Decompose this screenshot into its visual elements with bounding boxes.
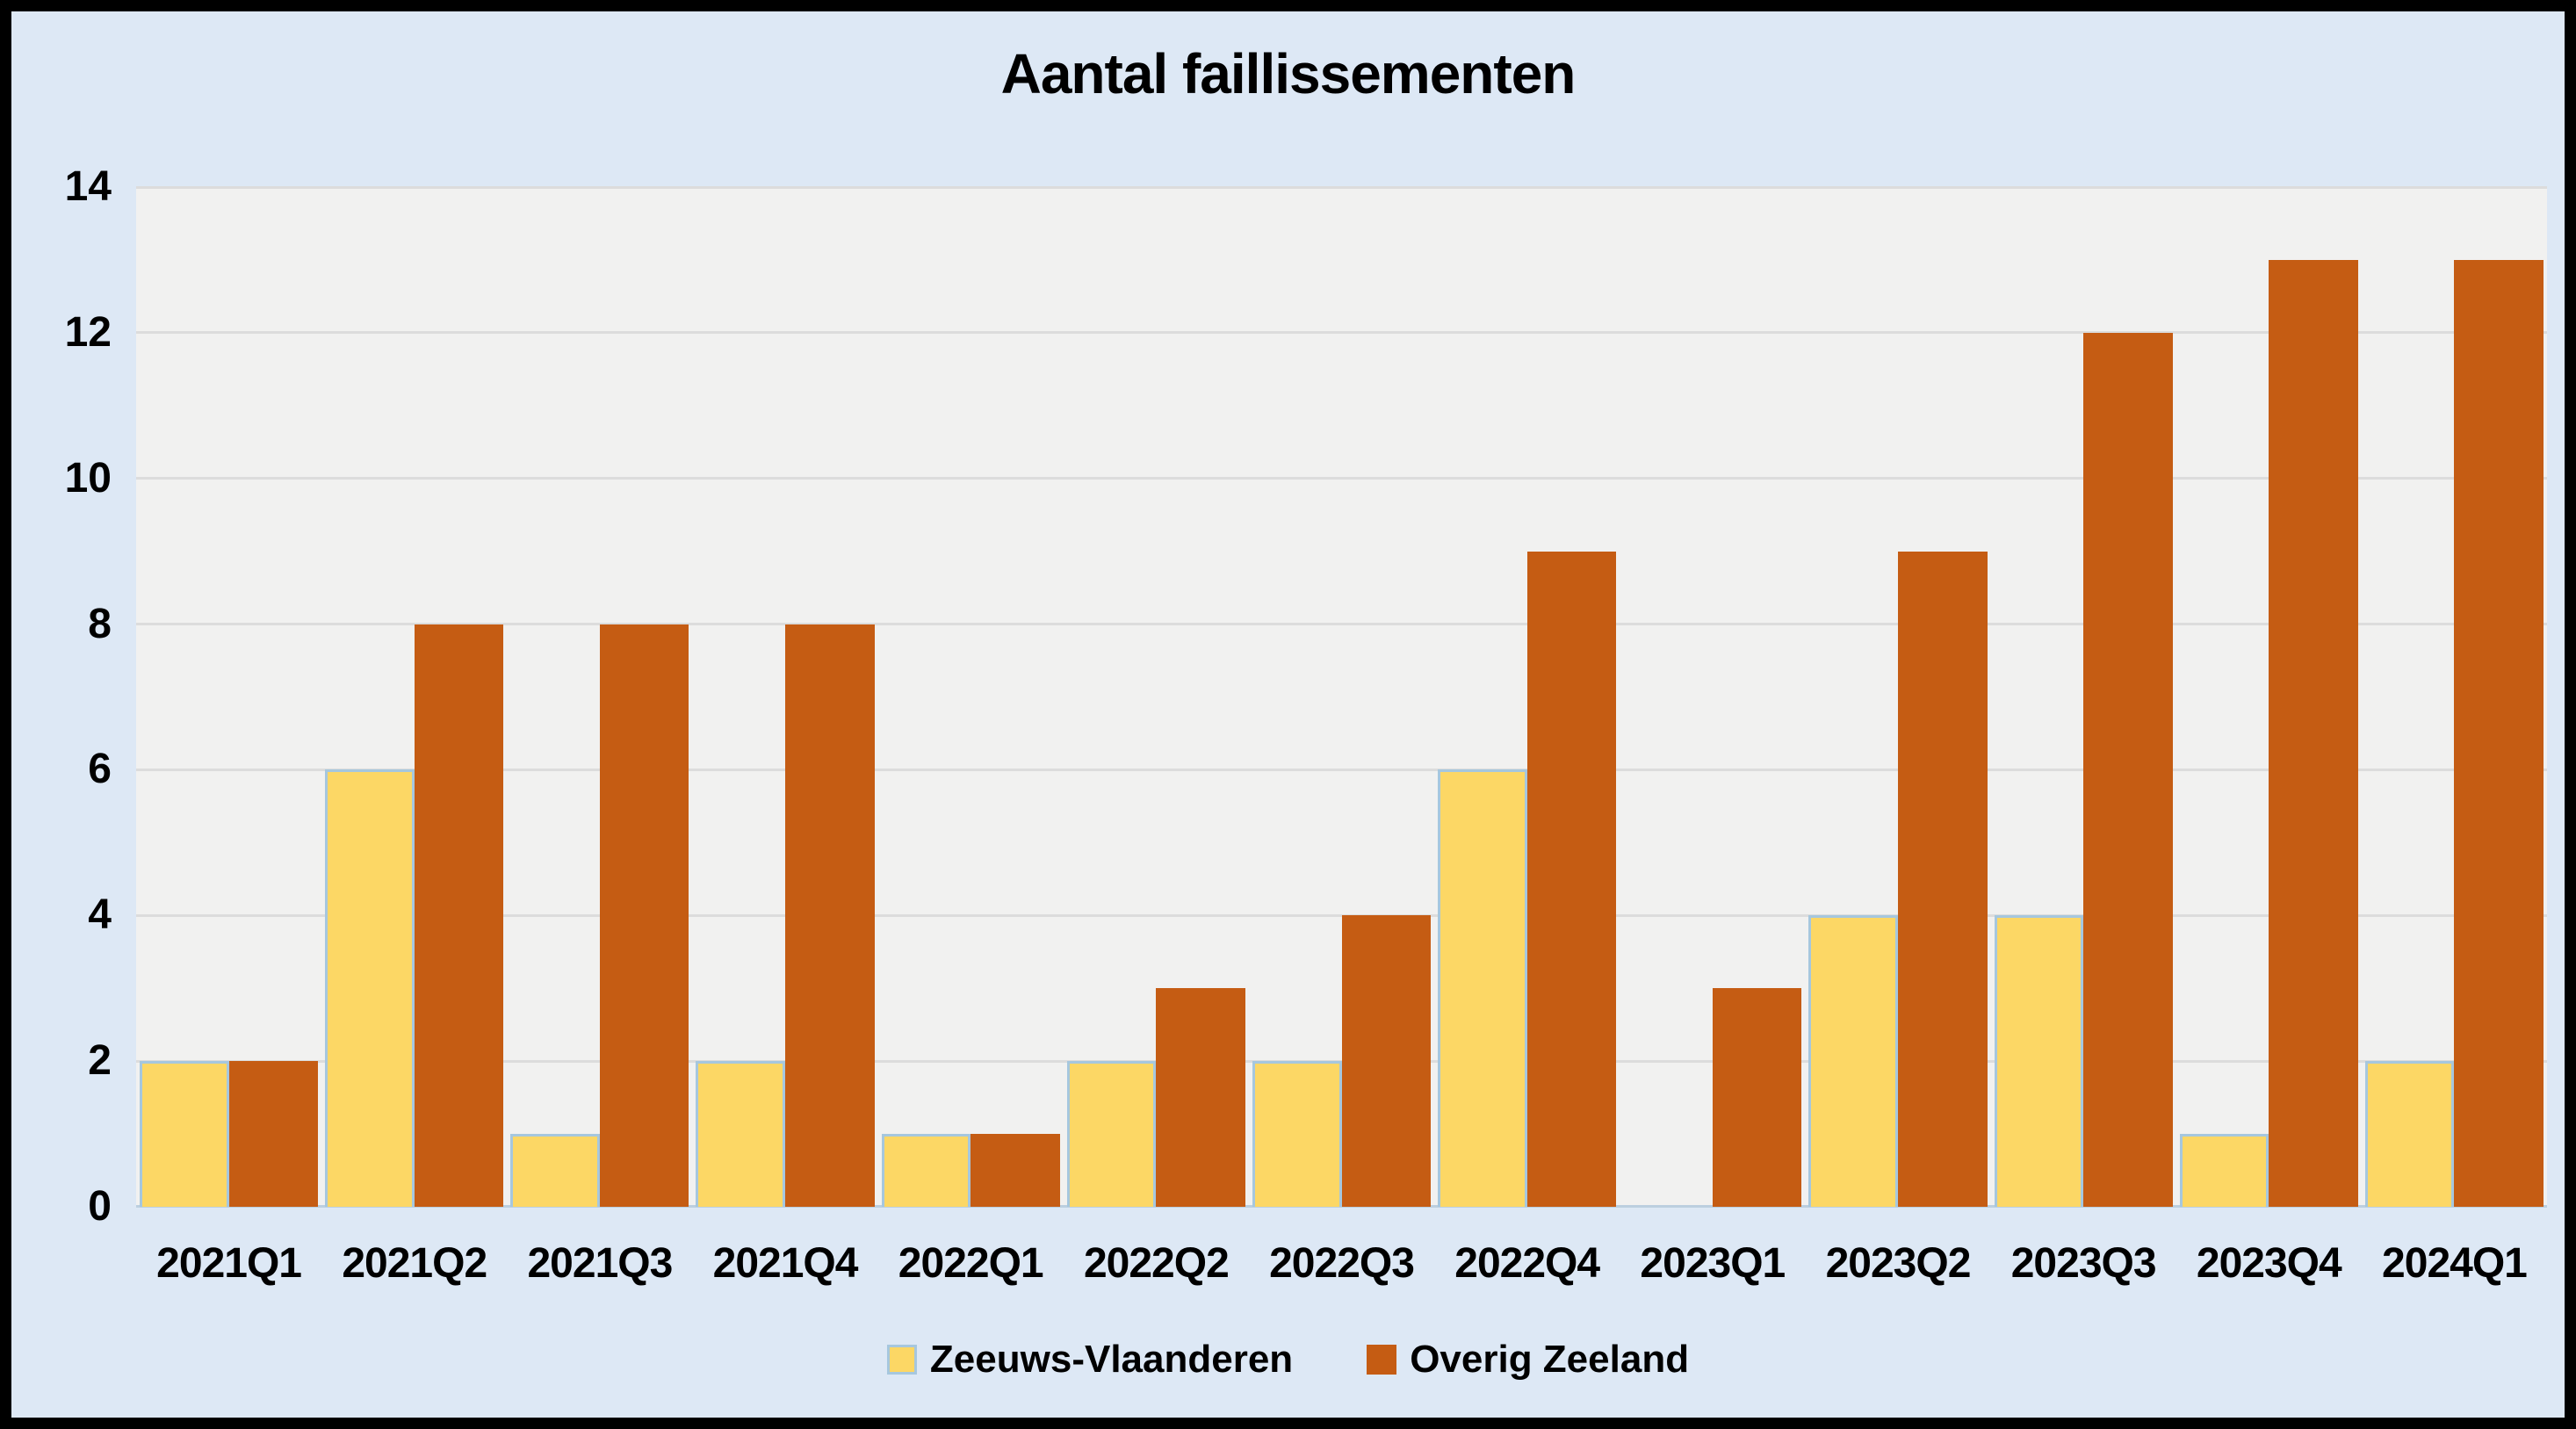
y-tick-label: 6: [88, 746, 112, 793]
bar-group: [692, 187, 877, 1207]
y-tick-label: 12: [64, 308, 112, 356]
x-tick-label: 2024Q1: [2382, 1240, 2528, 1287]
gridline: [136, 185, 2547, 189]
legend-label: Zeeuws-Vlaanderen: [929, 1338, 1294, 1381]
x-tick-label: 2022Q4: [1454, 1240, 1600, 1287]
x-tick-label: 2021Q3: [527, 1240, 673, 1287]
x-tick-label: 2023Q1: [1640, 1240, 1786, 1287]
plot-area: [136, 185, 2547, 1208]
x-tick-label: 2023Q4: [2196, 1240, 2342, 1287]
x-tick-label: 2022Q1: [898, 1240, 1044, 1287]
bar-zeeuws-vlaanderen: [1994, 915, 2084, 1207]
bar-zeeuws-vlaanderen: [1066, 1061, 1157, 1207]
bar-group: [1620, 187, 1805, 1207]
bar-group: [1064, 187, 1249, 1207]
bar-overig-zeeland: [1156, 988, 1245, 1207]
bar-overig-zeeland: [971, 1134, 1060, 1207]
y-tick-label: 2: [88, 1037, 112, 1085]
y-axis: 0 2 4 6 8 10 12 14: [11, 166, 112, 1228]
y-tick-label: 10: [64, 454, 112, 502]
x-axis: 2021Q1 2021Q2 2021Q3 2021Q4 2022Q1 2022Q2 2022…: [136, 1239, 2547, 1288]
x-tick-label: 2023Q3: [2010, 1240, 2157, 1287]
bar-group: [2176, 187, 2362, 1207]
bar-overig-zeeland: [2269, 259, 2358, 1207]
gridline: [136, 331, 2547, 335]
bar-group: [878, 187, 1064, 1207]
bar-zeeuws-vlaanderen: [325, 769, 415, 1207]
bar-group: [1249, 187, 1434, 1207]
y-tick-label: 14: [64, 163, 112, 210]
x-tick-label: 2023Q2: [1825, 1240, 1972, 1287]
gridline: [136, 477, 2547, 480]
bar-overig-zeeland: [2454, 259, 2544, 1207]
bar-series-container: [136, 187, 2547, 1207]
bar-group: [2362, 187, 2547, 1207]
legend-swatch-icon: [886, 1345, 917, 1375]
bar-overig-zeeland: [599, 624, 689, 1207]
gridline: [136, 913, 2547, 917]
bar-group: [321, 187, 507, 1207]
y-tick-label: 0: [88, 1183, 112, 1230]
bar-overig-zeeland: [228, 1061, 319, 1207]
bar-overig-zeeland: [1341, 915, 1432, 1207]
bar-overig-zeeland: [414, 624, 504, 1207]
bar-zeeuws-vlaanderen: [140, 1061, 229, 1207]
bar-zeeuws-vlaanderen: [2364, 1061, 2455, 1207]
bar-overig-zeeland: [1526, 551, 1617, 1207]
bar-zeeuws-vlaanderen: [881, 1134, 971, 1207]
bar-zeeuws-vlaanderen: [1808, 915, 1898, 1207]
x-tick-label: 2021Q2: [342, 1240, 487, 1287]
chart-title: Aantal faillissementen: [1000, 42, 1577, 105]
bar-zeeuws-vlaanderen: [510, 1134, 600, 1207]
legend-label: Overig Zeeland: [1410, 1338, 1690, 1381]
bar-overig-zeeland: [1712, 988, 1802, 1207]
x-tick-label: 2021Q4: [712, 1240, 859, 1287]
bar-zeeuws-vlaanderen: [1252, 1061, 1342, 1207]
x-tick-label: 2022Q2: [1083, 1240, 1230, 1287]
gridline: [136, 623, 2547, 626]
bar-zeeuws-vlaanderen: [1438, 769, 1527, 1207]
y-tick-label: 8: [88, 600, 112, 647]
x-tick-label: 2022Q3: [1269, 1240, 1415, 1287]
bar-zeeuws-vlaanderen: [696, 1061, 786, 1207]
bar-overig-zeeland: [1897, 551, 1988, 1207]
legend-swatch-icon: [1367, 1345, 1397, 1375]
bar-group: [507, 187, 692, 1207]
bar-overig-zeeland: [2083, 332, 2173, 1207]
bar-zeeuws-vlaanderen: [2179, 1134, 2269, 1207]
gridline: [136, 768, 2547, 771]
legend-item-zeeuws-vlaanderen: Zeeuws-Vlaanderen: [886, 1338, 1294, 1382]
x-tick-label: 2021Q1: [156, 1240, 302, 1287]
bar-group: [136, 187, 321, 1207]
bar-group: [1805, 187, 1990, 1207]
bar-group: [1991, 187, 2176, 1207]
bar-overig-zeeland: [785, 624, 875, 1207]
y-tick-label: 4: [88, 891, 112, 939]
legend: Zeeuws-Vlaanderen Overig Zeeland: [11, 1338, 2565, 1382]
legend-item-overig-zeeland: Overig Zeeland: [1367, 1338, 1689, 1382]
bar-group: [1434, 187, 1620, 1207]
